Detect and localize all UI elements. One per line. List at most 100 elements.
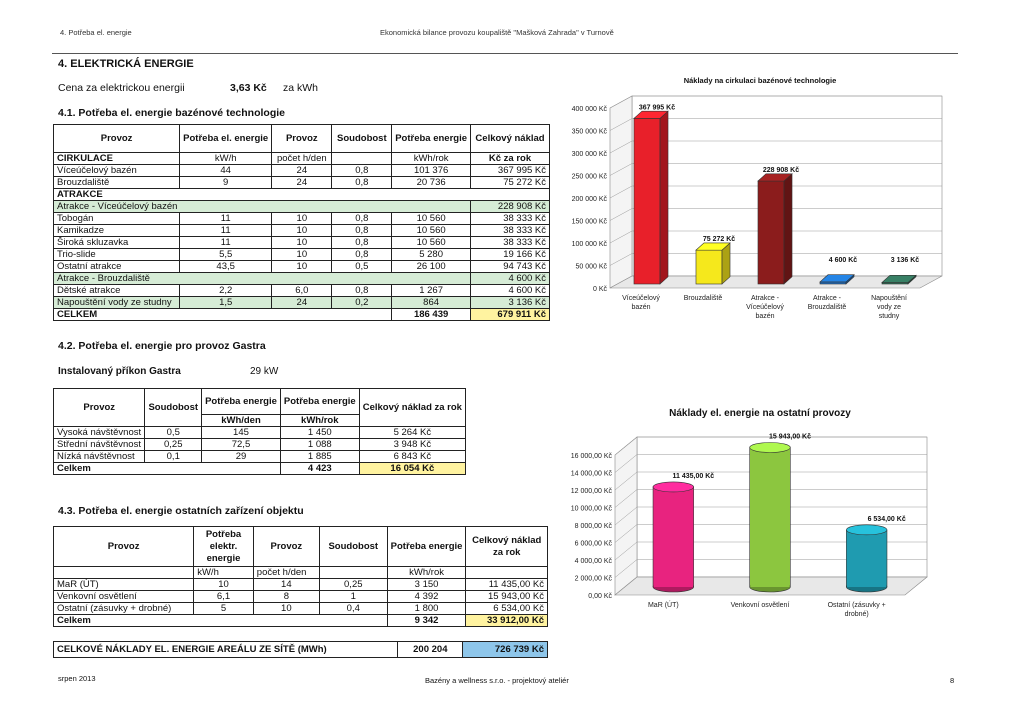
cell: 72,5 — [201, 438, 281, 451]
cell: 24 — [271, 176, 333, 189]
table-row: Víceúčelový bazén 44 24 0,8 101 376 367 … — [52, 164, 550, 177]
bar-top — [633, 110, 669, 119]
cell: 0,8 — [331, 284, 393, 297]
cell: 10 — [193, 578, 254, 591]
table-row: Široká skluzavka 11 10 0,8 10 560 38 333… — [52, 236, 550, 249]
row-name: Dětské atrakce — [52, 284, 181, 297]
footer-page: 8 — [950, 676, 955, 685]
gridline — [609, 140, 942, 154]
data-label: 367 995 Kč — [639, 104, 675, 111]
total-energy: 9 342 — [386, 614, 467, 627]
total-label: Celkem — [53, 462, 281, 475]
cell: 10 560 — [391, 212, 472, 225]
cell: 9 — [179, 176, 273, 189]
table-row: MaR (ÚT) 10 14 0,25 3 150 11 435,00 Kč — [52, 578, 548, 591]
gridline — [614, 541, 927, 561]
unit-cell: kW/h — [193, 566, 254, 579]
col-provoz: Provoz — [52, 526, 195, 567]
table-row: Kamikadze 11 10 0,8 10 560 38 333 Kč — [52, 224, 550, 237]
cell: 1 088 — [279, 438, 360, 451]
cell: 0,4 — [318, 602, 388, 615]
footer-company: Bazény a wellness s.r.o. - projektový at… — [425, 676, 569, 685]
cell: 10 — [271, 224, 333, 237]
unit-cell: kWh/rok — [386, 566, 467, 579]
group-total: 228 908 Kč — [470, 200, 550, 213]
cell: 94 743 Kč — [470, 260, 550, 273]
category-label: studny — [879, 313, 900, 320]
bar-side — [783, 173, 793, 285]
cell: 6 843 Kč — [358, 450, 467, 463]
section-42-title: 4.2. Potřeba el. energie pro provoz Gast… — [58, 340, 266, 352]
price-value: 3,63 Kč — [230, 82, 267, 94]
category-label: bazén — [631, 304, 650, 311]
cell: 29 — [201, 450, 281, 463]
category-label: drobné) — [845, 611, 869, 618]
category-label: Víceúčelový — [622, 295, 660, 302]
cell: 2,2 — [179, 284, 273, 297]
cell: 0,5 — [331, 260, 393, 273]
grand-total-table: CELKOVÉ NÁKLADY EL. ENERGIE AREÁLU ZE SÍ… — [52, 641, 548, 658]
cell: 864 — [391, 296, 472, 309]
cell: 14 — [252, 578, 320, 591]
cell: 10 — [271, 248, 333, 261]
y-tick-label: 100 000 Kč — [572, 241, 608, 248]
cell: 5 — [193, 602, 254, 615]
table-row: Vysoká návštěvnost 0,5 145 1 450 5 264 K… — [52, 426, 467, 439]
bar-body — [653, 486, 694, 587]
total-row: CELKEM 186 439 679 911 Kč — [52, 308, 550, 321]
section-41-title: 4.1. Potřeba el. energie bazénové techno… — [58, 107, 285, 119]
cell: 38 333 Kč — [470, 224, 550, 237]
col-soudobost: Soudobost — [144, 388, 203, 427]
cell: 145 — [201, 426, 281, 439]
bar-top — [757, 173, 793, 182]
y-tick-label: 12 000,00 Kč — [571, 488, 613, 495]
category-label: Brouzdaliště — [684, 295, 723, 302]
cell: 1 885 — [279, 450, 360, 463]
table-row: Venkovní osvětlení 6,1 8 1 4 392 15 943,… — [52, 590, 548, 603]
category-label: Atrakce - — [751, 295, 780, 302]
table-41: Provoz Potřeba el. energie Provoz Soudob… — [52, 124, 550, 321]
data-label: 228 908 Kč — [763, 167, 799, 174]
gridline — [614, 559, 927, 578]
col-potreba-el: Potřeba el. energie — [179, 124, 273, 153]
unit-cell: kW/h — [179, 152, 273, 165]
gastra-label: Instalovaný příkon Gastra — [58, 366, 181, 377]
category-label: Brouzdaliště — [808, 304, 847, 311]
category-label: bazén — [755, 313, 774, 320]
cell: 11 435,00 Kč — [465, 578, 548, 591]
cell: 3 948 Kč — [358, 438, 467, 451]
row-name: Brouzdaliště — [52, 176, 181, 189]
gridline — [614, 506, 927, 526]
total-label: CELKEM — [52, 308, 393, 321]
unit-cirkulace: CIRKULACE — [52, 152, 181, 165]
cell: 4 392 — [386, 590, 467, 603]
cell: 24 — [271, 164, 333, 177]
category-label: MaR (ÚT) — [648, 600, 679, 609]
col-energie-den: Potřeba energie — [201, 388, 281, 415]
row-name: Široká skluzavka — [52, 236, 181, 249]
cell: 11 — [179, 236, 273, 249]
cell: 10 — [271, 260, 333, 273]
cell: 1,5 — [179, 296, 273, 309]
cell: 5,5 — [179, 248, 273, 261]
main-title: 4. ELEKTRICKÁ ENERGIE — [58, 58, 194, 70]
table-row: Nízká návštěvnost 0,1 29 1 885 6 843 Kč — [52, 450, 467, 463]
cell: 0,8 — [331, 236, 393, 249]
unit-cell: počet h/den — [271, 152, 333, 165]
cell: 10 560 — [391, 224, 472, 237]
table-row: Brouzdaliště 9 24 0,8 20 736 75 272 Kč — [52, 176, 550, 189]
cell: 367 995 Kč — [470, 164, 550, 177]
y-tick-label: 2 000,00 Kč — [575, 576, 613, 583]
unit-cell: kWh/den — [201, 414, 281, 427]
gridline — [614, 576, 927, 596]
gridline — [614, 471, 927, 491]
row-name: Ostatní (zásuvky + drobné) — [52, 602, 195, 615]
col-energie-rok: Potřeba energie — [279, 388, 360, 415]
cell: 15 943,00 Kč — [465, 590, 548, 603]
row-name: MaR (ÚT) — [52, 578, 195, 591]
cell: 24 — [271, 296, 333, 309]
cell: 0,8 — [331, 176, 393, 189]
bar-top — [652, 481, 694, 493]
total-row: Celkem 9 342 33 912,00 Kč — [53, 614, 548, 627]
unit-cell: kWh/rok — [391, 152, 472, 165]
